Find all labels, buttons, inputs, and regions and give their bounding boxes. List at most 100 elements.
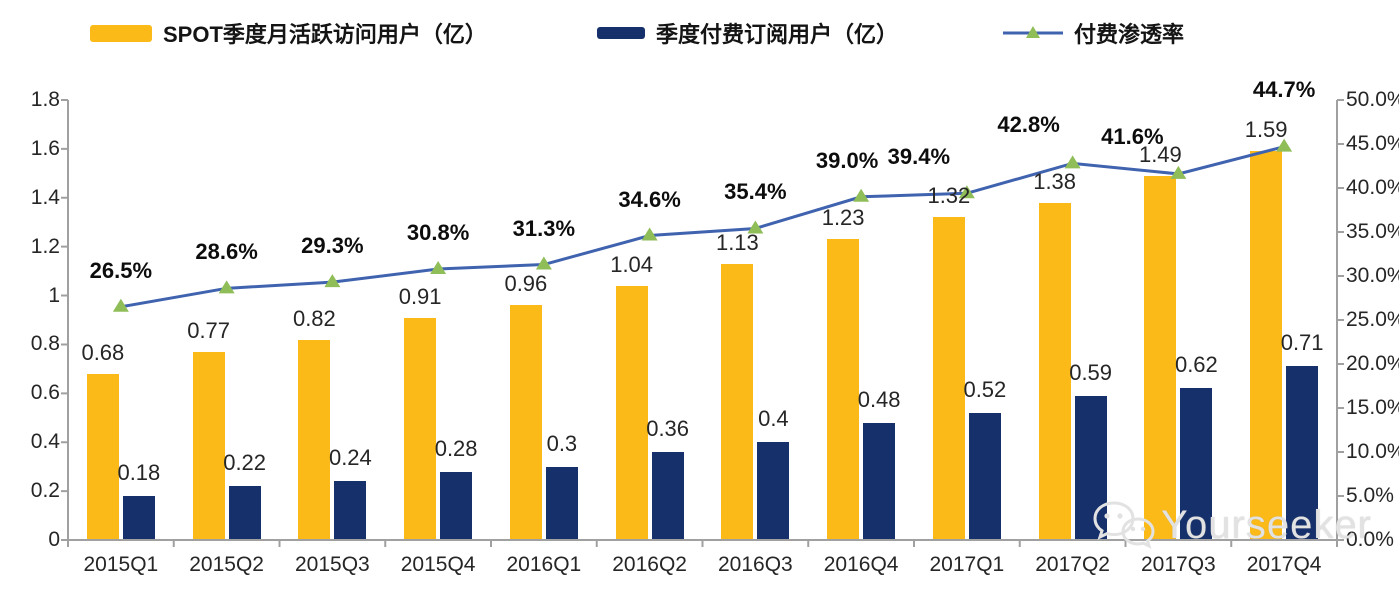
paid-subs-value-label: 0.24 [328, 445, 372, 471]
penetration-marker [535, 256, 552, 270]
paid-subs-bar [651, 452, 684, 540]
right-axis-tick-label: 40.0% [1346, 176, 1399, 199]
paid-subs-value-label: 0.3 [546, 430, 578, 456]
mau-value-label: 1.23 [821, 205, 865, 231]
mau-value-label: 1.32 [927, 183, 971, 209]
x-axis-category-label: 2015Q3 [295, 553, 370, 576]
penetration-marker [218, 280, 235, 294]
penetration-marker [112, 298, 129, 312]
penetration-rate-label: 30.8% [406, 219, 470, 245]
mau-value-label: 0.68 [81, 339, 125, 365]
mau-value-label: 1.13 [715, 229, 759, 255]
right-axis-tick-label: 10.0% [1346, 440, 1399, 463]
legend-label: 付费渗透率 [1074, 22, 1185, 47]
mau-bar [1250, 151, 1283, 540]
left-axis-tick-label: 0.8 [30, 332, 60, 356]
penetration-rate-label: 41.6% [1101, 123, 1164, 149]
paid-subs-value-label: 0.18 [117, 460, 161, 485]
legend-item-paid-subs: 季度付费订阅用户（亿） [597, 14, 898, 52]
legend-item-mau: SPOT季度月活跃访问用户（亿） [90, 14, 487, 52]
paid-subs-bar [122, 496, 155, 540]
left-axis-tick-label: 0.4 [30, 430, 60, 454]
paid-subs-bar [334, 481, 367, 540]
mau-value-label: 1.38 [1033, 168, 1077, 194]
paid-subs-value-label: 0.59 [1069, 359, 1113, 385]
legend-item-penetration-rate: 付费渗透率 [1003, 14, 1184, 52]
mau-bar [192, 351, 225, 540]
penetration-rate-label: 34.6% [618, 186, 681, 212]
left-axis-tick-label: 0.6 [30, 381, 60, 405]
right-axis-tick-label: 30.0% [1346, 264, 1399, 287]
left-axis-tick-label: 0.2 [30, 479, 60, 503]
paid-subs-bar [757, 442, 790, 540]
paid-subs-bar [228, 486, 261, 540]
penetration-rate-label: 39.0% [815, 147, 879, 173]
penetration-marker [1276, 138, 1293, 152]
penetration-marker [958, 185, 975, 199]
penetration-rate-label: 42.8% [997, 112, 1060, 138]
mau-bar [827, 239, 860, 540]
mau-value-label: 1.59 [1244, 117, 1288, 143]
mau-bar [1144, 175, 1177, 540]
left-axis-tick-label: 1.8 [30, 88, 60, 111]
x-axis-category-label: 2015Q1 [83, 553, 159, 576]
paid-subs-bar [863, 422, 896, 540]
x-axis-category-label: 2016Q4 [823, 553, 899, 576]
x-axis-category-label: 2016Q1 [506, 553, 582, 576]
penetration-marker [853, 188, 870, 202]
paid-subs-value-label: 0.36 [646, 416, 690, 441]
left-axis-tick-label: 0 [48, 528, 60, 551]
x-axis-category-label: 2017Q4 [1246, 553, 1322, 576]
mau-value-label: 0.91 [398, 283, 442, 309]
mau-value-label: 0.82 [292, 305, 336, 331]
x-axis-category-label: 2016Q3 [718, 553, 793, 576]
mau-bar [932, 217, 965, 540]
mau-bar [86, 373, 119, 540]
legend-label: 季度付费订阅用户（亿） [656, 22, 899, 47]
x-axis-category-label: 2016Q2 [612, 553, 687, 576]
x-axis-category-label: 2017Q3 [1141, 553, 1216, 576]
mau-value-label: 1.04 [610, 251, 654, 277]
x-axis-category-label: 2015Q2 [189, 553, 264, 576]
x-axis-category-label: 2015Q4 [400, 553, 476, 576]
paid-subs-value-label: 0.4 [758, 406, 789, 432]
penetration-rate-label: 26.5% [89, 257, 153, 283]
right-axis-tick-label: 25.0% [1346, 308, 1399, 331]
penetration-marker [1064, 155, 1081, 169]
penetration-rate-label: 31.3% [512, 215, 576, 241]
mau-bar [298, 339, 331, 540]
paid-subs-bar [1286, 366, 1319, 540]
penetration-rate-label: 44.7% [1252, 76, 1316, 102]
penetration-marker [324, 274, 341, 288]
right-axis-tick-label: 0.0% [1346, 528, 1394, 551]
x-axis-category-label: 2017Q1 [929, 553, 1005, 576]
penetration-rate-label: 28.6% [195, 239, 258, 265]
right-axis-tick-label: 5.0% [1346, 484, 1394, 507]
legend-swatch-bar [597, 27, 645, 39]
right-axis-tick-label: 45.0% [1346, 132, 1399, 155]
paid-subs-value-label: 0.28 [434, 435, 478, 461]
mau-value-label: 0.77 [187, 317, 231, 343]
paid-subs-bar [1180, 388, 1213, 540]
x-axis-category-label: 2017Q2 [1035, 553, 1110, 576]
right-axis-tick-label: 35.0% [1346, 220, 1399, 243]
penetration-line [120, 145, 1285, 309]
mau-bar [615, 285, 648, 540]
penetration-rate-label: 39.4% [887, 144, 951, 170]
penetration-marker [430, 260, 447, 274]
paid-subs-bar [440, 471, 473, 540]
paid-subs-value-label: 0.52 [963, 376, 1007, 402]
mau-bar [721, 263, 754, 540]
left-axis-tick-label: 1 [48, 283, 60, 307]
penetration-marker [747, 220, 764, 234]
paid-subs-value-label: 0.48 [857, 386, 901, 412]
mau-value-label: 0.96 [504, 271, 548, 297]
left-axis-tick-label: 1.2 [30, 234, 60, 258]
paid-subs-bar [968, 412, 1001, 540]
legend-swatch-line-triangle [1003, 26, 1063, 38]
left-axis-tick-label: 1.6 [30, 136, 60, 160]
